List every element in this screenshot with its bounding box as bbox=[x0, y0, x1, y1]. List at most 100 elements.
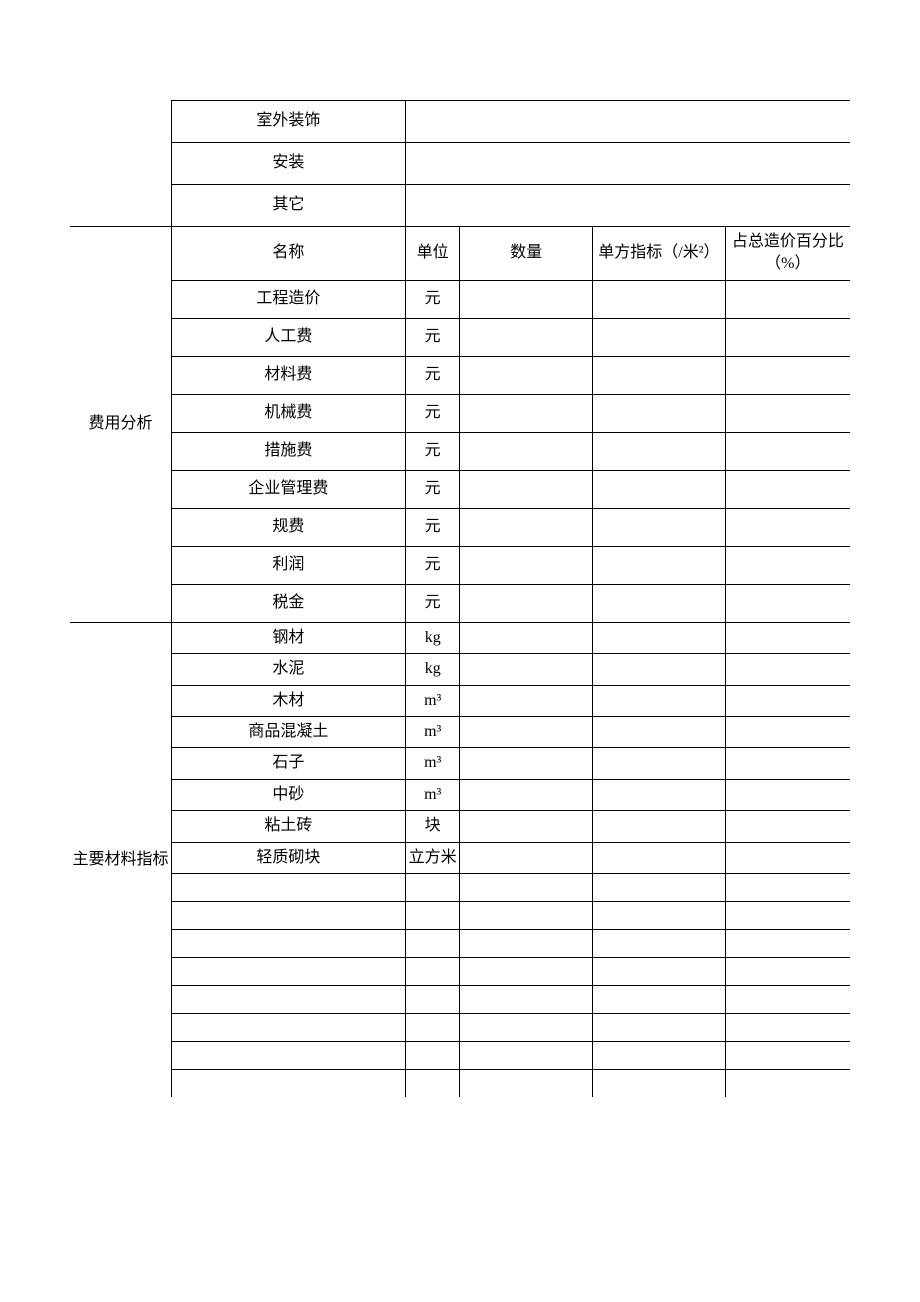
item-unit bbox=[405, 1041, 460, 1069]
table-row bbox=[70, 985, 850, 1013]
item-qty bbox=[460, 280, 593, 318]
table-row: 石子m³ bbox=[70, 748, 850, 779]
item-pct bbox=[725, 901, 850, 929]
item-name: 室外装饰 bbox=[171, 101, 405, 143]
item-unit: m³ bbox=[405, 685, 460, 716]
item-qty bbox=[460, 356, 593, 394]
item-unit: 元 bbox=[405, 470, 460, 508]
table-row: 利润元 bbox=[70, 546, 850, 584]
item-name: 其它 bbox=[171, 185, 405, 227]
item-qty bbox=[460, 842, 593, 873]
item-index bbox=[593, 1013, 726, 1041]
item-pct bbox=[725, 280, 850, 318]
item-unit: m³ bbox=[405, 716, 460, 747]
item-pct bbox=[725, 873, 850, 901]
item-index bbox=[593, 985, 726, 1013]
item-value bbox=[405, 101, 850, 143]
col-header-pct: 占总造价百分比（%） bbox=[725, 227, 850, 281]
item-qty bbox=[460, 546, 593, 584]
item-index bbox=[593, 356, 726, 394]
item-name: 木材 bbox=[171, 685, 405, 716]
item-pct bbox=[725, 318, 850, 356]
table-row: 规费元 bbox=[70, 508, 850, 546]
item-index bbox=[593, 929, 726, 957]
item-qty bbox=[460, 901, 593, 929]
item-name bbox=[171, 1041, 405, 1069]
item-index bbox=[593, 716, 726, 747]
item-pct bbox=[725, 470, 850, 508]
col-header-index: 单方指标（/米²） bbox=[593, 227, 726, 281]
item-pct bbox=[725, 748, 850, 779]
item-unit: 元 bbox=[405, 432, 460, 470]
item-index bbox=[593, 748, 726, 779]
item-pct bbox=[725, 685, 850, 716]
item-qty bbox=[460, 470, 593, 508]
section-label-cost: 费用分析 bbox=[70, 227, 171, 623]
item-name: 石子 bbox=[171, 748, 405, 779]
item-index bbox=[593, 811, 726, 842]
item-unit: 元 bbox=[405, 356, 460, 394]
table-row: 措施费元 bbox=[70, 432, 850, 470]
item-qty bbox=[460, 508, 593, 546]
table-row: 粘土砖块 bbox=[70, 811, 850, 842]
table-row bbox=[70, 957, 850, 985]
table-row: 企业管理费元 bbox=[70, 470, 850, 508]
item-index bbox=[593, 584, 726, 622]
item-pct bbox=[725, 432, 850, 470]
item-name bbox=[171, 1013, 405, 1041]
item-pct bbox=[725, 546, 850, 584]
table-row: 材料费元 bbox=[70, 356, 850, 394]
item-qty bbox=[460, 985, 593, 1013]
item-pct bbox=[725, 584, 850, 622]
item-value bbox=[405, 143, 850, 185]
item-qty bbox=[460, 654, 593, 685]
item-index bbox=[593, 957, 726, 985]
item-index bbox=[593, 432, 726, 470]
item-index bbox=[593, 318, 726, 356]
item-pct bbox=[725, 811, 850, 842]
item-unit: 元 bbox=[405, 280, 460, 318]
item-qty bbox=[460, 432, 593, 470]
item-qty bbox=[460, 584, 593, 622]
item-pct bbox=[725, 356, 850, 394]
item-unit: 元 bbox=[405, 508, 460, 546]
table-row: 工程造价元 bbox=[70, 280, 850, 318]
item-index bbox=[593, 546, 726, 584]
table-row bbox=[70, 873, 850, 901]
item-qty bbox=[460, 929, 593, 957]
item-index bbox=[593, 280, 726, 318]
item-name: 材料费 bbox=[171, 356, 405, 394]
item-name: 粘土砖 bbox=[171, 811, 405, 842]
item-pct bbox=[725, 1013, 850, 1041]
item-pct bbox=[725, 1041, 850, 1069]
item-index bbox=[593, 394, 726, 432]
item-qty bbox=[460, 1041, 593, 1069]
col-header-name: 名称 bbox=[171, 227, 405, 281]
item-unit bbox=[405, 1013, 460, 1041]
table-row bbox=[70, 929, 850, 957]
item-name: 安装 bbox=[171, 143, 405, 185]
item-name: 措施费 bbox=[171, 432, 405, 470]
item-pct bbox=[725, 622, 850, 653]
item-pct bbox=[725, 716, 850, 747]
table-row: 中砂m³ bbox=[70, 779, 850, 810]
item-name: 商品混凝土 bbox=[171, 716, 405, 747]
table-row: 其它 bbox=[70, 185, 850, 227]
item-unit: kg bbox=[405, 622, 460, 653]
item-index bbox=[593, 901, 726, 929]
item-unit: 元 bbox=[405, 584, 460, 622]
item-unit: 立方米 bbox=[405, 842, 460, 873]
item-name: 人工费 bbox=[171, 318, 405, 356]
item-name: 机械费 bbox=[171, 394, 405, 432]
item-name bbox=[171, 901, 405, 929]
item-name: 工程造价 bbox=[171, 280, 405, 318]
item-unit: kg bbox=[405, 654, 460, 685]
item-qty bbox=[460, 957, 593, 985]
item-name bbox=[171, 957, 405, 985]
item-unit bbox=[405, 957, 460, 985]
item-pct bbox=[725, 957, 850, 985]
item-index bbox=[593, 654, 726, 685]
item-index bbox=[593, 779, 726, 810]
section-label-blank bbox=[70, 101, 171, 227]
item-qty bbox=[460, 873, 593, 901]
